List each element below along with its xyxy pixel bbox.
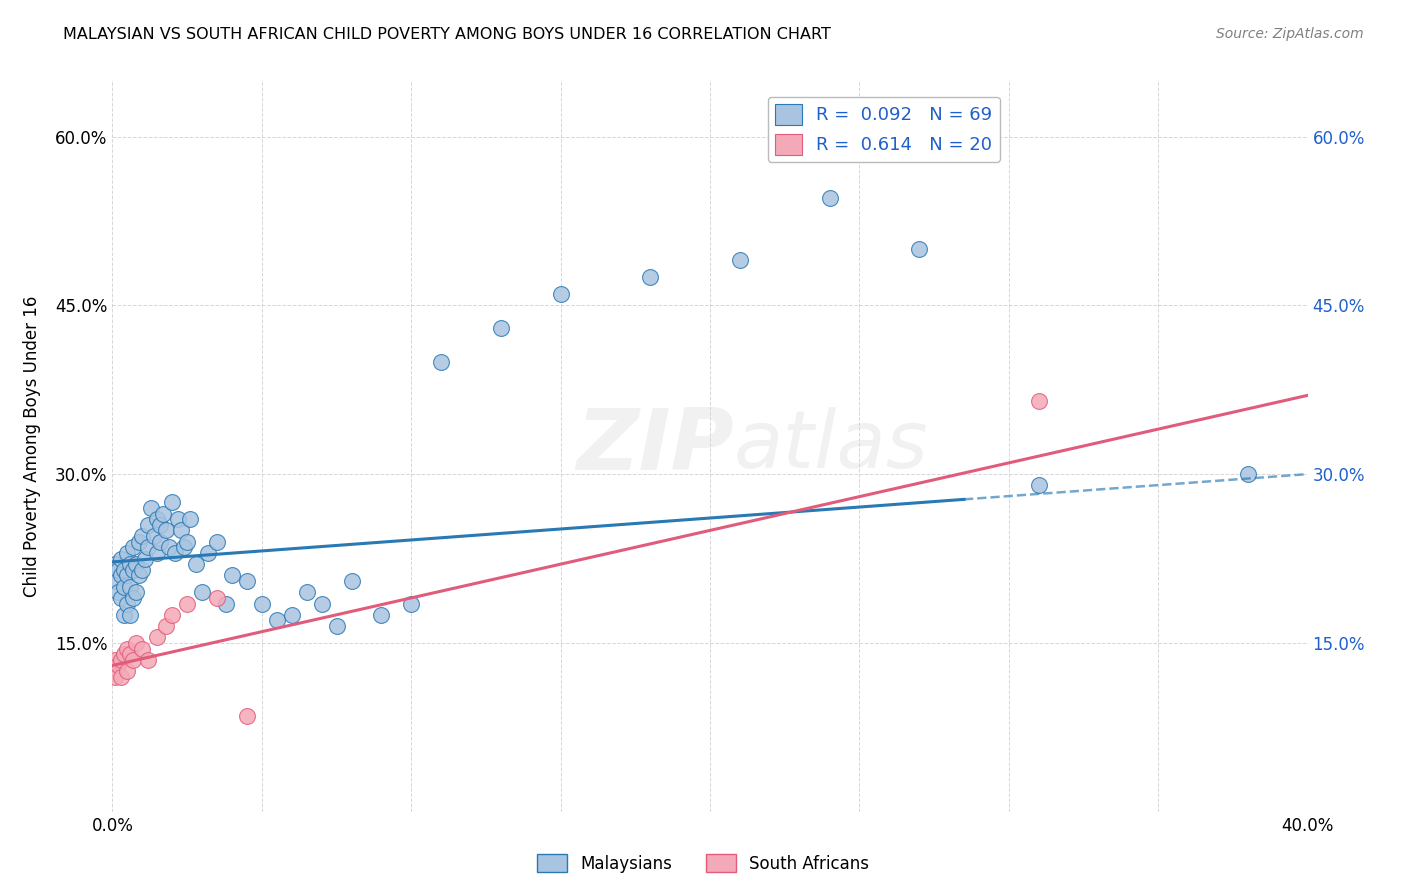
Point [236,574,259,588]
Point [107,658,129,673]
Point [149,534,172,549]
Point [250,597,273,611]
Point [114,647,135,661]
Point [176,597,198,611]
Point [107,563,129,577]
Point [205,534,228,549]
Point [162,607,183,622]
Point [138,653,160,667]
Point [221,568,243,582]
Point [325,619,347,633]
Point [128,568,150,582]
Point [146,512,169,526]
Point [205,591,228,605]
Point [128,534,150,549]
Point [125,636,148,650]
Point [110,653,132,667]
Text: MALAYSIAN VS SOUTH AFRICAN CHILD POVERTY AMONG BOYS UNDER 16 CORRELATION CHART: MALAYSIAN VS SOUTH AFRICAN CHILD POVERTY… [63,27,831,42]
Point [114,607,135,622]
Text: Source: ZipAtlas.com: Source: ZipAtlas.com [1216,27,1364,41]
Point [122,541,145,555]
Point [138,517,160,532]
Point [640,270,662,285]
Point [170,524,193,538]
Point [104,557,127,571]
Point [122,591,145,605]
Point [104,574,127,588]
Point [266,614,288,628]
Point [122,563,145,577]
Text: ZIP: ZIP [576,404,734,488]
Point [1237,467,1260,482]
Point [155,619,177,633]
Point [157,541,180,555]
Legend: R =  0.092   N = 69, R =  0.614   N = 20: R = 0.092 N = 69, R = 0.614 N = 20 [768,96,1000,161]
Point [173,541,195,555]
Point [728,253,751,268]
Point [117,664,139,678]
Point [110,551,132,566]
Point [1028,478,1050,492]
Point [131,563,153,577]
Point [107,585,129,599]
Point [138,541,160,555]
Point [117,568,139,582]
Point [340,574,363,588]
Point [818,191,841,205]
Point [550,287,572,301]
Point [143,529,166,543]
Point [489,321,512,335]
Point [236,709,259,723]
Point [430,354,453,368]
Point [104,670,127,684]
Point [311,597,333,611]
Point [110,591,132,605]
Point [149,517,172,532]
Point [117,546,139,560]
Point [215,597,238,611]
Point [110,670,132,684]
Point [114,580,135,594]
Point [146,546,169,560]
Point [117,641,139,656]
Point [176,534,198,549]
Point [125,557,148,571]
Point [191,585,214,599]
Point [179,512,201,526]
Point [120,580,142,594]
Point [162,495,183,509]
Point [131,529,153,543]
Point [165,546,187,560]
Point [114,563,135,577]
Point [120,557,142,571]
Point [131,641,153,656]
Point [120,607,142,622]
Point [104,653,127,667]
Legend: Malaysians, South Africans: Malaysians, South Africans [530,847,876,880]
Point [186,557,208,571]
Text: atlas: atlas [734,407,929,485]
Point [110,568,132,582]
Point [146,630,169,644]
Point [197,546,219,560]
Point [122,653,145,667]
Point [370,607,392,622]
Point [295,585,318,599]
Point [117,597,139,611]
Point [141,500,163,515]
Point [281,607,304,622]
Point [134,551,156,566]
Point [908,242,931,256]
Point [167,512,190,526]
Point [155,524,177,538]
Point [1028,394,1050,409]
Point [152,507,174,521]
Point [125,585,148,599]
Point [120,647,142,661]
Point [401,597,423,611]
Y-axis label: Child Poverty Among Boys Under 16: Child Poverty Among Boys Under 16 [24,295,41,597]
